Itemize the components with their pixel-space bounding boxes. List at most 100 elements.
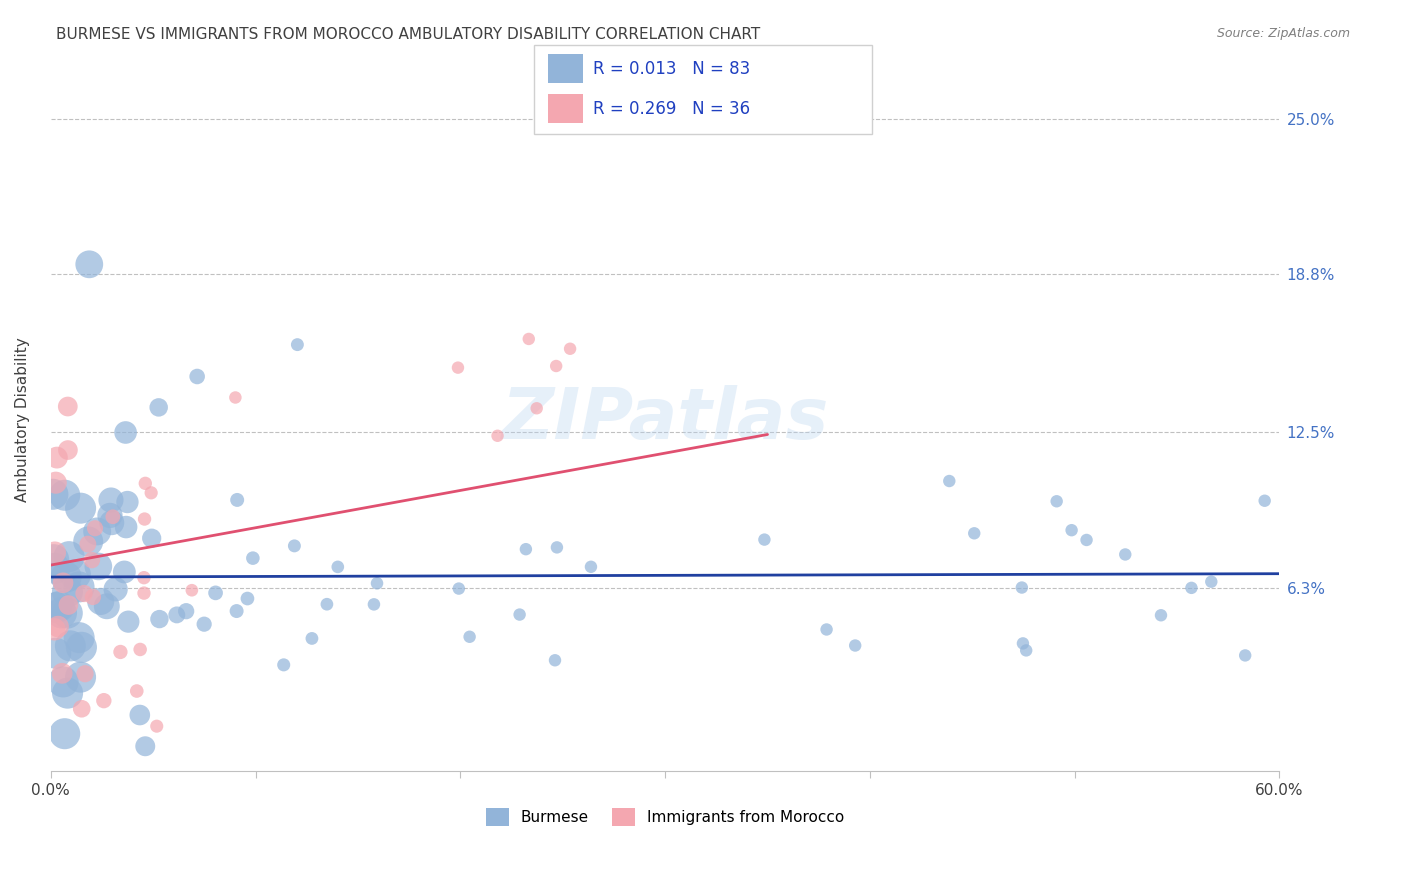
Y-axis label: Ambulatory Disability: Ambulatory Disability — [15, 337, 30, 502]
Text: R = 0.013   N = 83: R = 0.013 N = 83 — [593, 60, 751, 78]
Burmese — [316, 597, 339, 611]
Burmese — [117, 495, 139, 509]
Burmese — [53, 488, 76, 502]
Burmese — [242, 551, 264, 566]
Burmese — [90, 594, 112, 608]
Burmese — [754, 533, 776, 547]
Immigrants from Morocco — [145, 719, 167, 733]
Burmese — [59, 639, 82, 653]
Immigrants from Morocco — [51, 666, 73, 681]
Burmese — [193, 617, 215, 632]
Burmese — [112, 565, 135, 579]
Burmese — [48, 599, 70, 614]
Text: ZIPatlas: ZIPatlas — [502, 385, 828, 454]
Burmese — [58, 549, 80, 564]
Immigrants from Morocco — [44, 546, 66, 560]
Immigrants from Morocco — [447, 360, 470, 375]
Burmese — [115, 520, 138, 534]
Burmese — [1180, 581, 1202, 595]
Immigrants from Morocco — [526, 401, 548, 416]
Burmese — [100, 516, 122, 530]
Burmese — [174, 604, 197, 618]
Burmese — [579, 559, 602, 574]
Immigrants from Morocco — [45, 475, 67, 490]
Burmese — [458, 630, 481, 644]
Burmese — [86, 524, 108, 539]
Text: Source: ZipAtlas.com: Source: ZipAtlas.com — [1216, 27, 1350, 40]
Burmese — [1011, 581, 1033, 595]
Burmese — [134, 739, 156, 754]
Immigrants from Morocco — [76, 537, 98, 551]
Burmese — [447, 582, 470, 596]
Burmese — [56, 606, 79, 620]
Immigrants from Morocco — [93, 693, 115, 707]
Immigrants from Morocco — [134, 512, 156, 526]
Immigrants from Morocco — [56, 443, 79, 458]
Burmese — [844, 639, 866, 653]
Burmese — [65, 567, 87, 582]
Burmese — [70, 640, 93, 655]
Burmese — [515, 542, 537, 557]
Burmese — [67, 631, 90, 645]
Immigrants from Morocco — [70, 702, 93, 716]
Burmese — [45, 600, 67, 615]
Burmese — [1076, 533, 1098, 547]
Burmese — [1046, 494, 1069, 508]
Burmese — [166, 607, 188, 622]
Immigrants from Morocco — [73, 586, 96, 600]
Immigrants from Morocco — [134, 476, 156, 491]
Burmese — [56, 686, 79, 700]
Burmese — [77, 534, 100, 549]
Burmese — [114, 425, 136, 440]
Burmese — [1060, 523, 1083, 537]
Immigrants from Morocco — [73, 666, 96, 681]
Burmese — [96, 599, 118, 614]
Burmese — [301, 632, 323, 646]
Burmese — [148, 612, 170, 626]
Burmese — [186, 369, 208, 384]
Immigrants from Morocco — [80, 553, 103, 567]
Burmese — [87, 559, 110, 574]
Immigrants from Morocco — [132, 571, 155, 585]
Burmese — [77, 257, 100, 271]
Immigrants from Morocco — [45, 450, 67, 465]
Burmese — [283, 539, 305, 553]
Burmese — [45, 646, 67, 660]
Burmese — [546, 541, 568, 555]
Text: R = 0.269   N = 36: R = 0.269 N = 36 — [593, 100, 751, 118]
Immigrants from Morocco — [546, 359, 568, 373]
Burmese — [226, 492, 249, 507]
Burmese — [141, 531, 163, 545]
Burmese — [366, 576, 388, 591]
Burmese — [67, 580, 90, 594]
Immigrants from Morocco — [141, 485, 163, 500]
Burmese — [1234, 648, 1257, 663]
Burmese — [104, 582, 127, 597]
Burmese — [1114, 548, 1136, 562]
Immigrants from Morocco — [44, 623, 66, 637]
Burmese — [128, 708, 150, 723]
Text: BURMESE VS IMMIGRANTS FROM MOROCCO AMBULATORY DISABILITY CORRELATION CHART: BURMESE VS IMMIGRANTS FROM MOROCCO AMBUL… — [56, 27, 761, 42]
Burmese — [938, 474, 960, 488]
Burmese — [51, 606, 73, 620]
Burmese — [69, 501, 91, 516]
Burmese — [1150, 608, 1173, 623]
Immigrants from Morocco — [101, 509, 124, 524]
Burmese — [1253, 493, 1275, 508]
Immigrants from Morocco — [558, 342, 581, 356]
Burmese — [963, 526, 986, 541]
Burmese — [42, 487, 65, 501]
Burmese — [204, 586, 226, 600]
Immigrants from Morocco — [517, 332, 540, 346]
Immigrants from Morocco — [56, 400, 79, 414]
Legend: Burmese, Immigrants from Morocco: Burmese, Immigrants from Morocco — [478, 800, 852, 834]
Burmese — [44, 561, 66, 575]
Burmese — [287, 337, 309, 351]
Immigrants from Morocco — [129, 642, 152, 657]
Burmese — [69, 670, 91, 684]
Burmese — [53, 727, 76, 741]
Immigrants from Morocco — [180, 583, 202, 598]
Burmese — [117, 615, 139, 629]
Immigrants from Morocco — [132, 586, 155, 600]
Burmese — [273, 657, 295, 672]
